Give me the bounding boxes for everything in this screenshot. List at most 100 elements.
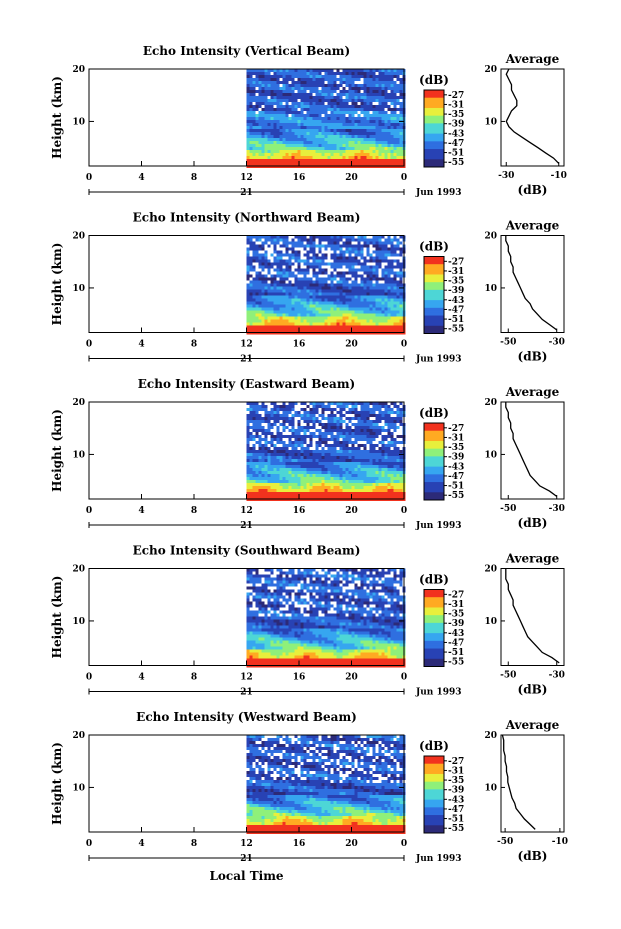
heatmap-cell <box>255 162 259 165</box>
heatmap-cell <box>285 283 289 287</box>
heatmap-cell <box>270 426 274 429</box>
heatmap-cell <box>246 316 250 320</box>
heatmap-cell <box>324 328 328 332</box>
heatmap-cell <box>297 277 301 281</box>
heatmap-cell <box>321 426 325 429</box>
heatmap-cell <box>321 480 325 483</box>
heatmap-cell <box>312 144 316 147</box>
heatmap-cell <box>297 93 301 96</box>
heatmap-cell <box>396 495 400 498</box>
heatmap-cell <box>309 438 313 441</box>
heatmap-cell <box>294 310 298 314</box>
heatmap-cell <box>270 283 274 287</box>
profile-y-tick-label: 10 <box>484 284 497 294</box>
heatmap-cell <box>267 69 271 72</box>
heatmap-cell <box>306 277 310 281</box>
heatmap-cell <box>345 310 349 314</box>
heatmap-cell <box>306 105 310 108</box>
heatmap-cell <box>381 429 385 432</box>
heatmap-cell <box>267 325 271 329</box>
heatmap-cell <box>252 489 256 492</box>
heatmap-cell <box>318 259 322 263</box>
heatmap-cell <box>261 432 265 435</box>
heatmap-cell <box>318 114 322 117</box>
heatmap-cell <box>378 486 382 489</box>
heatmap-cell <box>321 271 325 275</box>
heatmap-cell <box>306 492 310 495</box>
heatmap-cell <box>384 471 388 474</box>
heatmap-cell <box>321 78 325 81</box>
heatmap-cell <box>297 159 301 162</box>
heatmap-cell <box>339 495 343 498</box>
heatmap-cell <box>273 435 277 438</box>
heatmap-cell <box>246 429 250 432</box>
heatmap-cell <box>276 325 280 329</box>
heatmap-cell <box>282 114 286 117</box>
heatmap-cell <box>360 129 364 132</box>
heatmap-cell <box>399 147 403 150</box>
heatmap-cell <box>264 471 268 474</box>
heatmap-cell <box>297 253 301 257</box>
heatmap-cell <box>294 111 298 114</box>
heatmap-cell <box>255 144 259 147</box>
heatmap-cell <box>273 238 277 242</box>
heatmap-cell <box>363 489 367 492</box>
heatmap-cell <box>396 462 400 465</box>
heatmap-cell <box>381 250 385 254</box>
heatmap-cell <box>315 471 319 474</box>
heatmap-cell <box>297 286 301 290</box>
heatmap-cell <box>246 426 250 429</box>
colorbar-swatch <box>424 282 444 286</box>
heatmap-cell <box>372 120 376 123</box>
colorbar-tick-label: -43 <box>448 296 464 306</box>
heatmap-cell <box>363 319 367 323</box>
heatmap-cell <box>246 256 250 260</box>
heatmap-cell <box>399 295 403 299</box>
heatmap-cell <box>387 247 391 251</box>
heatmap-cell <box>381 141 385 144</box>
heatmap-cell <box>348 135 352 138</box>
heatmap-cell <box>264 238 268 242</box>
heatmap-cell <box>291 471 295 474</box>
heatmap-cell <box>282 271 286 275</box>
heatmap-cell <box>354 129 358 132</box>
heatmap-cell <box>390 120 394 123</box>
heatmap-cell <box>291 150 295 153</box>
heatmap-cell <box>312 462 316 465</box>
colorbar-swatch <box>424 161 444 165</box>
heatmap-cell <box>348 120 352 123</box>
heatmap-cell <box>297 325 301 329</box>
panel-vertical: Echo Intensity (Vertical Beam)1020Height… <box>50 44 567 198</box>
heatmap-cell <box>255 247 259 251</box>
heatmap-cell <box>294 123 298 126</box>
heatmap-cell <box>306 310 310 314</box>
heatmap-cell <box>276 283 280 287</box>
heatmap-cell <box>303 123 307 126</box>
heatmap-cell <box>246 105 250 108</box>
heatmap-cell <box>264 159 268 162</box>
heatmap-cell <box>396 414 400 417</box>
heatmap-cell <box>252 96 256 99</box>
heatmap-cell <box>348 420 352 423</box>
heatmap-cell <box>351 292 355 296</box>
heatmap-cell <box>297 147 301 150</box>
colorbar-swatch <box>424 90 444 93</box>
heatmap-cell <box>327 238 331 242</box>
heatmap-cell <box>330 123 334 126</box>
heatmap-cell <box>327 150 331 153</box>
heatmap-cell <box>306 301 310 305</box>
heatmap-cell <box>318 450 322 453</box>
heatmap-cell <box>381 402 385 405</box>
colorbar-swatch <box>424 146 444 150</box>
x-tick-label: 4 <box>138 173 144 183</box>
heatmap-cell <box>387 268 391 272</box>
heatmap-cell <box>321 111 325 114</box>
colorbar-tick-label: -47 <box>448 305 464 315</box>
heatmap-cell <box>246 247 250 251</box>
heatmap-cell <box>324 238 328 242</box>
heatmap-cell <box>300 138 304 141</box>
heatmap-cell <box>279 87 283 90</box>
heatmap-cell <box>285 262 289 266</box>
heatmap-cell <box>249 96 253 99</box>
heatmap-cell <box>372 235 376 239</box>
